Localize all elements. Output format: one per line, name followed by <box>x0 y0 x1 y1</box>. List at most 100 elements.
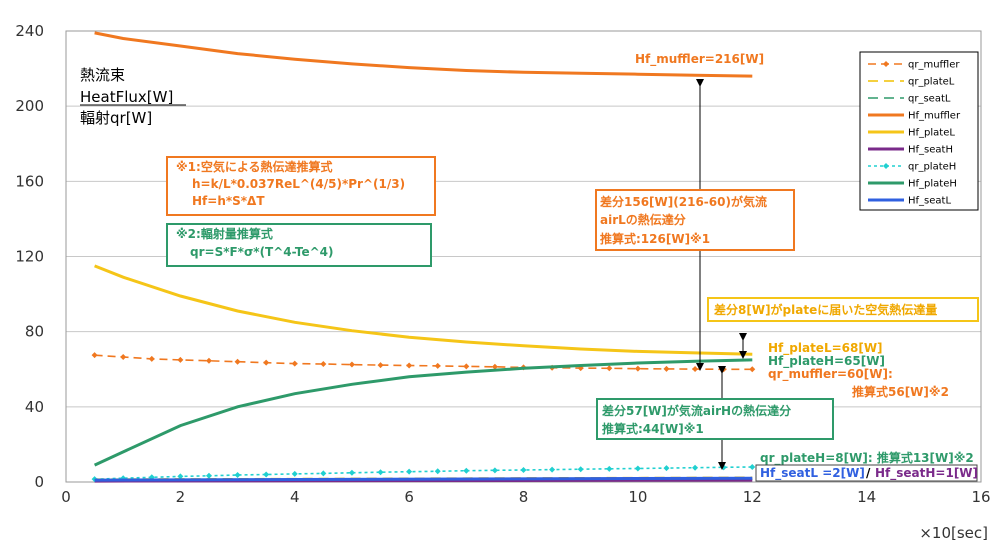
y-axis-ticks: 0 40 80 120 160 200 240 <box>15 22 44 491</box>
legend: qr_muffler qr_plateL qr_seatL Hf_muffler Hf_… <box>859 51 979 211</box>
series-line-Hf_muffler <box>94 31 753 78</box>
point-qr_plateH <box>549 466 556 473</box>
point-qr_plateH <box>577 466 584 473</box>
diff8-text: 差分8[W]がplateに届いた空気熱伝達量 <box>713 302 937 317</box>
diff57-line1: 差分57[W]が気流airHの熱伝達分 <box>601 403 791 418</box>
point-qr_muffler <box>663 365 670 372</box>
formula-box-1-title: ※1:空気による熱伝達推算式 <box>176 159 332 174</box>
legend-label-qr_seatL: qr_seatL <box>908 94 951 105</box>
point-qr_plateH <box>291 470 298 477</box>
ylabel-line-1: 熱流束 <box>80 66 125 84</box>
series-line-Hf_seatL <box>94 476 753 482</box>
point-qr_muffler <box>205 357 212 364</box>
point-qr_plateH <box>234 472 241 479</box>
formula-box-2-line1: qr=S*F*σ*(T^4-Te^4) <box>190 245 333 259</box>
series-line-Hf_plateL <box>94 264 753 356</box>
legend-label-qr_plateL: qr_plateL <box>908 77 955 88</box>
hf-plateH-label: Hf_plateH=65[W] <box>768 354 885 369</box>
x-tick-label: 14 <box>857 488 876 506</box>
diff57-box <box>596 398 834 440</box>
qr-plateH-label: qr_plateH=8[W]: 推算式13[W]※2 <box>760 450 974 466</box>
legend-label-Hf_plateH: Hf_plateH <box>908 179 957 190</box>
diff156-line3: 推算式:126[W]※1 <box>600 231 710 246</box>
point-qr_muffler <box>434 362 441 369</box>
y-tick-label: 80 <box>25 323 44 341</box>
point-qr_muffler <box>749 366 756 373</box>
series-line-qr_muffler <box>94 354 753 371</box>
legend-label-Hf_muffler: Hf_muffler <box>908 111 961 122</box>
y-tick-label: 160 <box>15 172 44 190</box>
hf-seatL-label: Hf_seatL =2[W] <box>760 466 865 481</box>
point-qr_plateH <box>263 471 270 478</box>
hf-muffler-label: Hf_muffler=216[W] <box>635 52 764 67</box>
x-tick-label: 8 <box>519 488 529 506</box>
formula-box-1-line2: Hf=h*S*ΔT <box>192 194 265 208</box>
x-tick-label: 0 <box>61 488 71 506</box>
point-qr_muffler <box>491 363 498 370</box>
label-slash: / <box>866 466 871 480</box>
formula-box-2 <box>166 223 432 267</box>
diff8-box <box>707 297 979 322</box>
point-qr_plateH <box>634 465 641 472</box>
point-qr_plateH <box>663 465 670 472</box>
x-tick-label: 12 <box>743 488 762 506</box>
diff156-line1: 差分156[W](216-60)が気流 <box>599 194 767 209</box>
point-qr_plateH <box>348 469 355 476</box>
point-qr_plateH <box>177 473 184 480</box>
point-qr_muffler <box>148 355 155 362</box>
point-qr_plateH <box>406 468 413 475</box>
y-tick-label: 200 <box>15 97 44 115</box>
diff57-line2: 推算式:44[W]※1 <box>602 421 704 436</box>
legend-label-Hf_seatL: Hf_seatL <box>908 196 951 207</box>
x-tick-label: 2 <box>176 488 186 506</box>
legend-marker-qr_muffler <box>883 61 889 67</box>
qr-muffler-sub: 推算式56[W]※2 <box>852 384 949 399</box>
x-axis-ticks: 0 2 4 6 8 10 12 14 16 <box>61 488 990 506</box>
formula-box-1 <box>166 156 436 216</box>
y-tick-label: 120 <box>15 248 44 266</box>
diff156-box <box>595 189 795 251</box>
point-qr_muffler <box>291 360 298 367</box>
point-qr_plateH <box>491 467 498 474</box>
point-qr_muffler <box>377 362 384 369</box>
point-qr_plateH <box>205 472 212 479</box>
ylabel-line-2: HeatFlux[W] <box>80 88 173 106</box>
point-qr_plateH <box>463 467 470 474</box>
point-qr_muffler <box>606 365 613 372</box>
point-qr_muffler <box>177 356 184 363</box>
point-qr_muffler <box>406 362 413 369</box>
x-tick-label: 6 <box>404 488 414 506</box>
point-qr_plateH <box>434 468 441 475</box>
series-layer <box>91 31 756 483</box>
point-qr_plateH <box>377 469 384 476</box>
legend-label-qr_plateH: qr_plateH <box>908 162 956 173</box>
legend-label-Hf_seatH: Hf_seatH <box>908 145 953 156</box>
point-qr_muffler <box>463 363 470 370</box>
legend-label-Hf_plateL: Hf_plateL <box>908 128 955 139</box>
diff156-line2: airLの熱伝達分 <box>600 212 686 227</box>
point-qr_muffler <box>348 361 355 368</box>
formula-box-1-line1: h=k/L*0.037ReL^(4/5)*Pr^(1/3) <box>192 177 405 191</box>
y-tick-label: 0 <box>34 473 44 491</box>
series-line-Hf_plateH <box>93 358 753 467</box>
ylabel-line-3: 輻射qr[W] <box>80 109 152 127</box>
x-axis-unit-label: ×10[sec] <box>919 524 988 542</box>
x-tick-label: 4 <box>290 488 300 506</box>
x-tick-label: 10 <box>628 488 647 506</box>
y-tick-label: 240 <box>15 22 44 40</box>
series-line-qr_plateH <box>94 466 753 480</box>
point-qr_muffler <box>634 365 641 372</box>
hf-seatH-label: Hf_seatH=1[W] <box>875 466 978 481</box>
legend-label-qr_muffler: qr_muffler <box>908 60 960 71</box>
point-qr_plateH <box>520 466 527 473</box>
y-tick-label: 40 <box>25 398 44 416</box>
formula-box-2-title: ※2:輻射量推算式 <box>176 226 273 241</box>
point-qr_muffler <box>91 352 98 359</box>
point-qr_muffler <box>120 354 127 361</box>
bottom-label-frame <box>755 464 978 482</box>
hf-plateL-label: Hf_plateL=68[W] <box>768 341 883 356</box>
legend-marker-qr_plateH <box>883 163 889 169</box>
point-qr_muffler <box>692 366 699 373</box>
plot-frame <box>65 30 982 483</box>
